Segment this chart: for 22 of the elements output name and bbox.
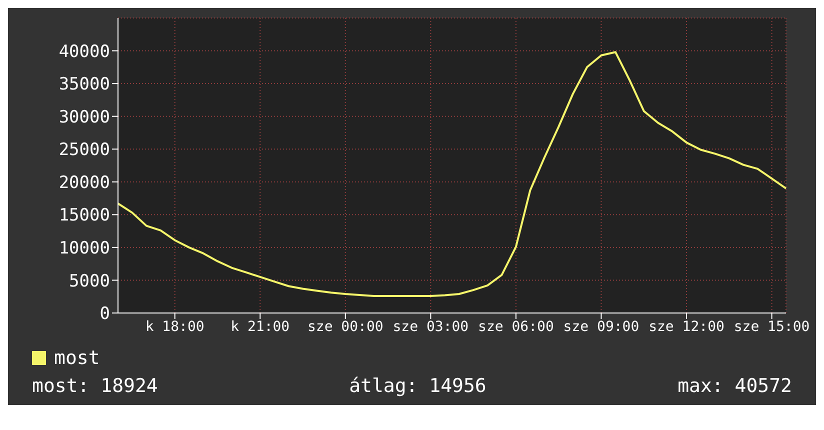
x-tick-label: sze 06:00 bbox=[478, 318, 554, 335]
text: max: 40572 bbox=[678, 375, 792, 397]
x-tick-label: k 18:00 bbox=[145, 318, 204, 335]
y-tick-label: 25000 bbox=[58, 140, 110, 160]
y-tick-label: 10000 bbox=[58, 238, 110, 258]
x-tick-label: sze 12:00 bbox=[648, 318, 724, 335]
y-tick-label: 0 bbox=[100, 304, 110, 324]
x-tick-label: k 21:00 bbox=[230, 318, 290, 335]
x-tick-label: sze 03:00 bbox=[392, 318, 469, 335]
y-tick-label: 5000 bbox=[69, 271, 110, 292]
x-tick-label: sze 15:00 bbox=[734, 318, 810, 335]
y-tick-label: 15000 bbox=[58, 206, 110, 226]
y-tick-label: 40000 bbox=[58, 42, 110, 62]
y-tick-label: 35000 bbox=[58, 74, 110, 95]
y-tick-label: 30000 bbox=[58, 107, 110, 128]
legend-label: most bbox=[54, 347, 100, 369]
y-tick-label: 20000 bbox=[58, 172, 110, 193]
text: átlag: 14956 bbox=[349, 375, 486, 397]
x-tick-label: sze 00:00 bbox=[307, 318, 384, 335]
line-series bbox=[117, 51, 787, 297]
text: most: 18924 bbox=[32, 375, 158, 397]
x-tick-label: sze 09:00 bbox=[563, 318, 640, 335]
